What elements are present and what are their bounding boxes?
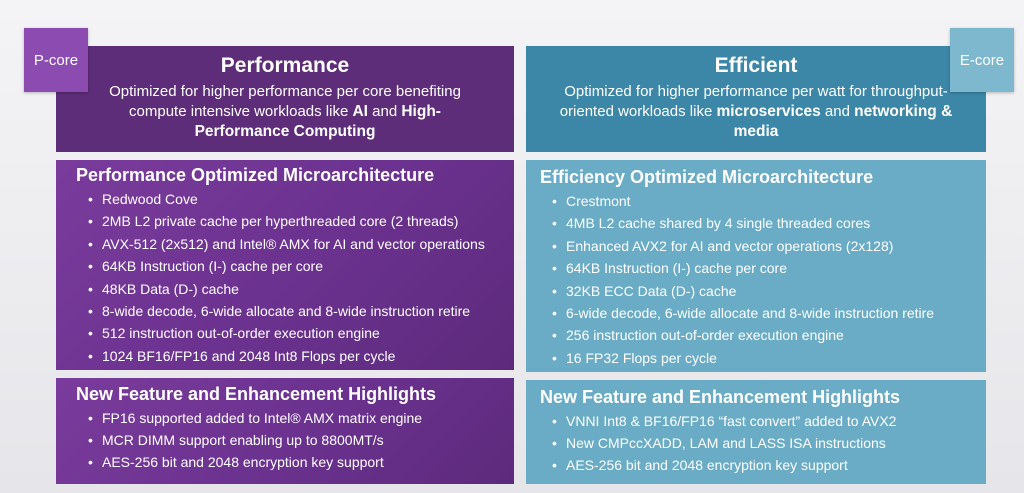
list-item: 256 instruction out-of-order execution e…	[552, 324, 986, 347]
efficient-title: Efficient	[714, 54, 798, 77]
list-item: 4MB L2 cache shared by 4 single threaded…	[552, 212, 986, 235]
list-item: 16 FP32 Flops per cycle	[552, 347, 986, 370]
e-core-tag: E-core	[950, 28, 1014, 92]
list-item: MCR DIMM support enabling up to 8800MT/s	[88, 429, 514, 451]
list-item: 64KB Instruction (I-) cache per core	[552, 257, 986, 280]
list-item: 32KB ECC Data (D-) cache	[552, 280, 986, 303]
efficiency-features-title: New Feature and Enhancement Highlights	[540, 387, 901, 407]
performance-microarchitecture-box: Performance Optimized Microarchitecture …	[56, 160, 514, 370]
list-item: AES-256 bit and 2048 encryption key supp…	[88, 451, 514, 473]
performance-microarchitecture-title: Performance Optimized Microarchitecture	[76, 165, 435, 185]
performance-title: Performance	[220, 54, 350, 77]
list-item: AVX-512 (2x512) and Intel® AMX for AI an…	[88, 233, 514, 256]
performance-header: Performance Optimized for higher perform…	[56, 46, 514, 152]
list-item: New CMPccXADD, LAM and LASS ISA instruct…	[552, 432, 986, 454]
performance-features-title: New Feature and Enhancement Highlights	[76, 384, 437, 404]
highlight-hpc: High-Performance Computing	[194, 103, 441, 140]
list-item: 48KB Data (D-) cache	[88, 278, 514, 301]
list-item: FP16 supported added to Intel® AMX matri…	[88, 407, 514, 429]
list-item: 1024 BF16/FP16 and 2048 Int8 Flops per c…	[88, 345, 514, 368]
efficiency-features-list: VNNI Int8 & BF16/FP16 “fast convert” add…	[540, 410, 986, 476]
list-item: Enhanced AVX2 for AI and vector operatio…	[552, 235, 986, 258]
performance-features-box: New Feature and Enhancement Highlights F…	[56, 378, 514, 484]
highlight-ai: AI	[352, 103, 368, 120]
list-item: 512 instruction out-of-order execution e…	[88, 322, 514, 345]
list-item: 8-wide decode, 6-wide allocate and 8-wid…	[88, 300, 514, 323]
performance-features-list: FP16 supported added to Intel® AMX matri…	[76, 407, 514, 473]
efficiency-features-box: New Feature and Enhancement Highlights V…	[526, 380, 986, 484]
performance-microarchitecture-list: Redwood Cove 2MB L2 private cache per hy…	[76, 188, 514, 368]
list-item: 6-wide decode, 6-wide allocate and 8-wid…	[552, 302, 986, 325]
p-core-tag: P-core	[24, 28, 88, 92]
list-item: Crestmont	[552, 190, 986, 213]
list-item: VNNI Int8 & BF16/FP16 “fast convert” add…	[552, 410, 986, 432]
list-item: 64KB Instruction (I-) cache per core	[88, 255, 514, 278]
highlight-microservices: microservices	[716, 103, 821, 120]
efficient-header: Efficient Optimized for higher performan…	[526, 46, 986, 152]
performance-description: Optimized for higher performance per cor…	[109, 83, 461, 140]
efficiency-microarchitecture-title: Efficiency Optimized Microarchitecture	[540, 167, 874, 187]
list-item: AES-256 bit and 2048 encryption key supp…	[552, 454, 986, 476]
efficiency-microarchitecture-list: Crestmont 4MB L2 cache shared by 4 singl…	[540, 190, 986, 370]
list-item: 2MB L2 private cache per hyperthreaded c…	[88, 210, 514, 233]
efficient-description: Optimized for higher performance per wat…	[559, 83, 953, 140]
list-item: Redwood Cove	[88, 188, 514, 211]
highlight-networking: networking & media	[733, 103, 953, 140]
efficiency-microarchitecture-box: Efficiency Optimized Microarchitecture C…	[526, 160, 986, 372]
